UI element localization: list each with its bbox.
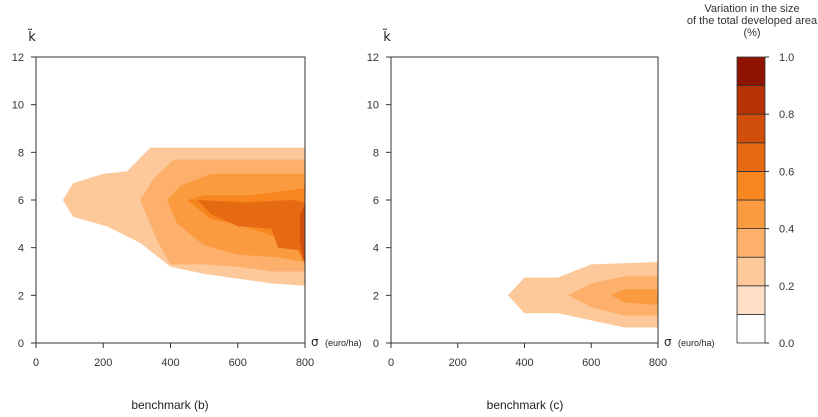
x-tick-label: 200 [94,357,112,369]
legend: 0.0 0.2 0.4 0.6 0.8 1.0 Variation in the sizeo… [687,3,818,350]
x-tick-label: 800 [649,357,667,369]
y-tick-label: 2 [373,290,379,302]
y-tick-label: 6 [18,195,24,207]
panel-caption: benchmark (b) [131,398,208,412]
legend-swatch [736,113,766,144]
contour-region [611,289,658,305]
y-tick-label: 8 [373,147,379,159]
x-tick-label: 400 [161,357,179,369]
legend-tick-label: 0.4 [779,224,794,236]
x-tick-label: 0 [33,357,39,369]
x-tick-label: 600 [229,357,247,369]
y-axis-label: k̃ [382,30,391,45]
legend-tick-label: 0.2 [779,281,794,293]
y-tick-label: 10 [12,100,24,112]
legend-swatch [736,285,766,315]
y-tick-label: 10 [367,100,379,112]
y-tick-label: 6 [373,195,379,207]
panel-1: 0 2 4 6 8 10 12 0 200 400 600 800 k̃ σ (euro/ha) benchm… [12,30,362,412]
legend-swatch [736,313,766,344]
legend-title-line: of the total developed area [687,15,818,27]
legend-tick-label: 0.6 [779,166,794,178]
y-tick-label: 0 [373,338,379,350]
x-tick-label: 800 [296,357,314,369]
y-axis-label: k̃ [27,30,36,45]
x-axis-label-unit: (euro/ha) [325,338,362,348]
legend-swatch [736,199,766,230]
x-tick-label: 400 [515,357,533,369]
legend-swatch [736,170,766,201]
x-tick-label: 200 [449,357,467,369]
legend-swatch [736,142,766,172]
legend-tick-label: 0.0 [779,338,794,350]
y-tick-label: 4 [18,243,24,255]
legend-tick-label: 0.8 [779,109,794,121]
y-tick-label: 0 [18,338,24,350]
y-tick-label: 4 [373,243,379,255]
legend-tick-label: 1.0 [779,52,794,64]
legend-swatch [736,256,766,287]
y-tick-label: 12 [367,52,379,64]
legend-title-line: Variation in the size [704,3,799,15]
legend-swatch [736,228,766,258]
x-axis-label-symbol: σ [311,335,319,349]
contour-region [300,204,305,265]
legend-swatch [736,56,766,87]
contour-region [197,200,305,265]
x-axis-label-unit: (euro/ha) [678,338,715,348]
x-axis-label-symbol: σ [664,335,672,349]
panel-2: 0 2 4 6 8 10 12 0 200 400 600 800 k̃ σ (euro/ha) benchm… [367,30,715,412]
panel-caption: benchmark (c) [487,398,564,412]
legend-title-line: (%) [743,27,760,39]
legend-swatch [736,85,766,115]
y-tick-label: 8 [18,147,24,159]
y-tick-label: 12 [12,52,24,64]
x-tick-label: 600 [582,357,600,369]
x-tick-label: 0 [388,357,394,369]
y-tick-label: 2 [18,290,24,302]
